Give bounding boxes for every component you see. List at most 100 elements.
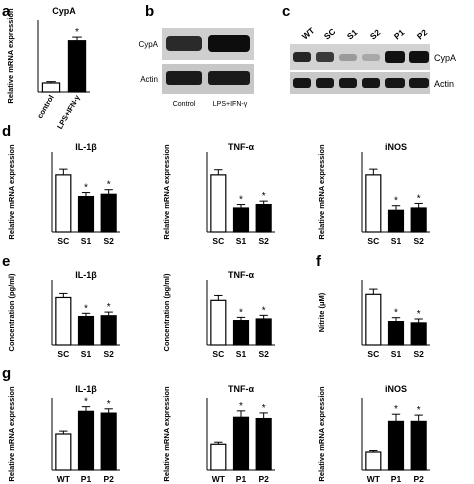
western-blot-b: CypA Actin Control LPS+IFN-γ: [138, 28, 254, 108]
x-tick-label: S2: [103, 349, 114, 359]
x-tick-label: S1: [81, 236, 92, 246]
significance-marker: *: [239, 195, 243, 206]
x-tick-label: WT: [367, 474, 381, 484]
blot-c-band: [409, 51, 429, 63]
bar: [387, 209, 405, 233]
x-tick-label: SC: [57, 349, 69, 359]
panel-letter-f: f: [316, 253, 322, 270]
blot-c-band: [316, 78, 334, 88]
y-axis-label: Relative mRNA expression: [7, 386, 16, 482]
bar: [210, 299, 227, 346]
panel-letter-b: b: [145, 3, 154, 20]
significance-marker: *: [394, 404, 398, 415]
x-tick-label: P1: [81, 474, 92, 484]
chart-title: iNOS: [385, 384, 407, 394]
bar-charts: CypA Relative mRNA expression control * LPS+…: [6, 6, 430, 484]
significance-marker: *: [417, 193, 421, 204]
significance-marker: *: [417, 309, 421, 320]
x-tick-label: SC: [57, 236, 69, 246]
chart-title: CypA: [52, 6, 76, 16]
bar-chart-panel-d: IL-1β Relative mRNA expression SC * S1 * S2: [7, 142, 120, 246]
significance-marker: *: [262, 305, 266, 316]
significance-marker: *: [107, 399, 111, 410]
bar: [77, 195, 95, 233]
western-blot-c: CypA Actin WT SC S1 S2 P1 P2: [290, 25, 456, 94]
bar: [41, 82, 61, 93]
blot-c-band: [409, 78, 429, 88]
chart-title: TNF-α: [228, 270, 254, 280]
significance-marker: *: [84, 397, 88, 408]
bar: [365, 451, 382, 471]
blot-c-band: [362, 78, 380, 88]
bar: [100, 193, 117, 233]
x-tick-label: P1: [236, 474, 247, 484]
x-tick-label: S1: [391, 236, 402, 246]
bar: [387, 420, 405, 471]
panel-letter-a: a: [2, 3, 11, 20]
y-axis-label: Nitrite (μM): [317, 292, 326, 332]
blot-b-lane-label-lps: LPS+IFN-γ: [213, 101, 248, 108]
panel-letter-g: g: [2, 365, 11, 382]
x-tick-label: SC: [367, 236, 379, 246]
blot-c-lane-label: SC: [322, 26, 337, 41]
blot-c-band: [385, 51, 405, 63]
chart-title: iNOS: [385, 142, 407, 152]
x-tick-label: S2: [413, 236, 424, 246]
significance-marker: *: [394, 308, 398, 319]
bar: [387, 321, 405, 346]
bar: [67, 40, 87, 93]
blot-c-lane-label: P1: [392, 27, 407, 42]
blot-c-band: [362, 54, 380, 61]
y-axis-label: Concentration (pg/ml): [7, 273, 16, 351]
significance-marker: *: [239, 307, 243, 318]
significance-marker: *: [262, 403, 266, 414]
chart-title: IL-1β: [75, 384, 97, 394]
blot-b-row-label-actin: Actin: [140, 75, 158, 84]
blot-c-band: [293, 52, 311, 62]
bar: [232, 416, 250, 471]
bar-chart-panel-e: TNF-α Concentration (pg/ml) SC * S1 * S2: [162, 270, 275, 359]
chart-title: IL-1β: [75, 142, 97, 152]
bar: [100, 412, 117, 471]
chart-title: TNF-α: [228, 142, 254, 152]
blot-c-band: [293, 78, 311, 88]
x-tick-label: P2: [413, 474, 424, 484]
x-tick-label: SC: [367, 349, 379, 359]
bar: [77, 410, 95, 471]
blot-b-band: [208, 35, 250, 52]
bar: [232, 207, 250, 233]
x-tick-label: control: [35, 94, 56, 121]
bar: [410, 322, 427, 346]
bar: [255, 203, 272, 233]
y-axis-label: Relative mRNA expression: [162, 144, 171, 240]
x-tick-label: LPS+IFN-γ: [55, 93, 82, 131]
blot-c-lane-label: S2: [368, 27, 383, 42]
x-tick-label: P2: [103, 474, 114, 484]
bar-chart-panel-g: TNF-α Relative mRNA expression WT * P1 * P2: [162, 384, 275, 484]
blot-b-band: [208, 71, 250, 85]
bar-chart-panel-g: IL-1β Relative mRNA expression WT * P1 * P2: [7, 384, 120, 484]
x-tick-label: WT: [212, 474, 226, 484]
bar-chart-panel-d: iNOS Relative mRNA expression SC * S1 * S2: [317, 142, 430, 246]
significance-marker: *: [107, 180, 111, 191]
x-tick-label: S2: [103, 236, 114, 246]
x-tick-label: P1: [391, 474, 402, 484]
significance-marker: *: [107, 302, 111, 313]
blot-c-lane-label: P2: [415, 27, 430, 42]
x-tick-label: S1: [236, 349, 247, 359]
panel-letter-e: e: [2, 253, 10, 270]
blot-c-band: [339, 54, 357, 61]
significance-marker: *: [417, 405, 421, 416]
y-axis-label: Concentration (pg/ml): [162, 273, 171, 351]
bar: [55, 174, 72, 233]
blot-b-band: [166, 71, 202, 85]
chart-title: TNF-α: [228, 384, 254, 394]
y-axis-label: Relative mRNA expression: [6, 8, 15, 104]
blot-b-row-label-cypa: CypA: [138, 40, 158, 49]
bar: [365, 174, 382, 233]
bar: [77, 315, 95, 346]
bar-chart-panel-g: iNOS Relative mRNA expression WT * P1 * P2: [317, 384, 430, 484]
blot-b-lane-label-control: Control: [173, 101, 196, 108]
blot-c-band: [316, 52, 334, 62]
blot-c-actin-strip: [290, 72, 430, 94]
